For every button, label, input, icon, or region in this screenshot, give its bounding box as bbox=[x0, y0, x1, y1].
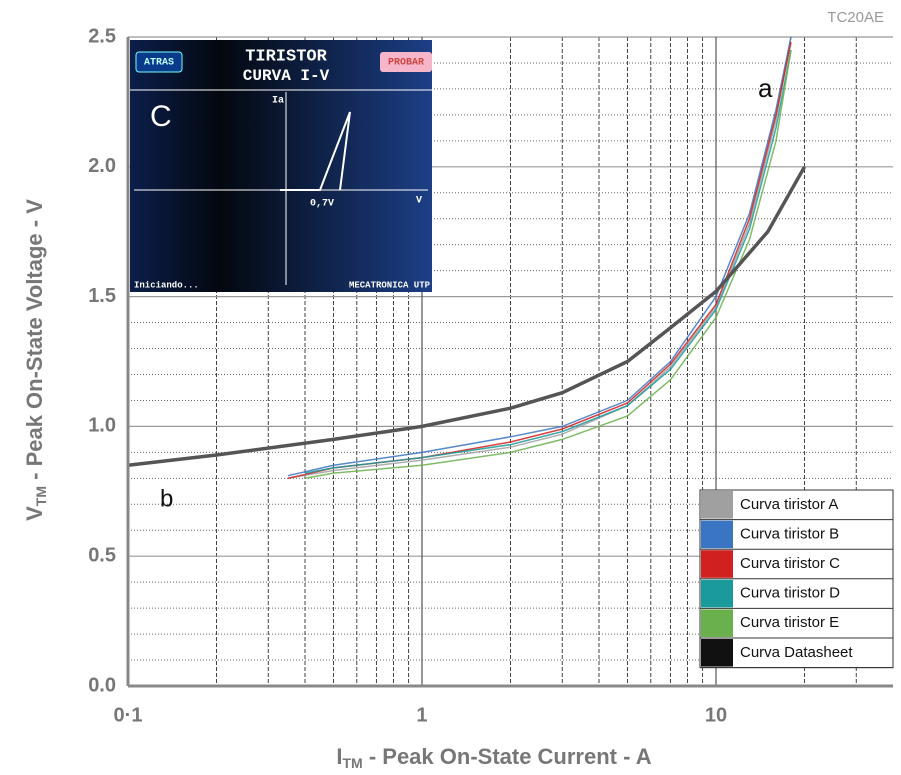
legend-label: Curva tiristor D bbox=[740, 585, 840, 602]
y-axis-label-part: - Peak On-State Voltage - V bbox=[22, 199, 47, 486]
y-axis-label: VTM - Peak On-State Voltage - V bbox=[22, 199, 49, 521]
inset-text: Ia bbox=[272, 96, 284, 107]
inset-button bbox=[135, 51, 183, 73]
annotation: b bbox=[160, 485, 173, 512]
x-axis-label-part: TM bbox=[343, 755, 363, 771]
inset-text: V bbox=[416, 196, 422, 207]
y-axis-label-part: V bbox=[22, 506, 47, 521]
legend-swatch bbox=[701, 609, 733, 637]
inset-text: CURVA I-V bbox=[243, 67, 330, 85]
legend-swatch bbox=[701, 550, 733, 578]
x-axis-label-part: - Peak On-State Current - A bbox=[363, 744, 652, 769]
series-line bbox=[304, 49, 792, 480]
inset-text: TIRISTOR bbox=[245, 47, 327, 66]
legend-label: Curva tiristor B bbox=[740, 525, 839, 542]
inset-text: 0,7V bbox=[310, 199, 334, 210]
series-line bbox=[127, 165, 807, 468]
inset-background bbox=[130, 40, 432, 292]
x-axis-label: ITM - Peak On-State Current - A bbox=[336, 744, 651, 771]
legend-label: Curva tiristor E bbox=[740, 614, 839, 631]
inset-curve bbox=[280, 111, 351, 191]
x-axis-label-part: I bbox=[336, 744, 342, 769]
annotation: TC20AE bbox=[827, 9, 884, 26]
legend-swatch bbox=[701, 491, 733, 519]
y-tick-label: 2.0 bbox=[88, 155, 116, 177]
inset-label: C bbox=[150, 100, 172, 133]
y-tick-label: 1.5 bbox=[88, 285, 116, 307]
annotation: a bbox=[758, 73, 773, 103]
y-tick-label: 2.5 bbox=[88, 25, 116, 47]
lines bbox=[127, 36, 807, 480]
inset-button bbox=[380, 52, 432, 72]
y-tick-label: 0.5 bbox=[88, 544, 116, 566]
x-tick-label: 1 bbox=[416, 704, 427, 726]
series-line bbox=[304, 49, 792, 474]
y-tick-label: 1.0 bbox=[88, 415, 116, 437]
inset-screen: ATRAS PROBAR TIRISTOR CURVA I-V C Ia 0,7… bbox=[130, 40, 432, 292]
legend-label: Curva Datasheet bbox=[740, 644, 853, 661]
x-tick-label: 0·1 bbox=[114, 704, 143, 726]
inset-text: MECATRONICA UTP bbox=[349, 280, 431, 290]
inset-text: PROBAR bbox=[388, 58, 424, 69]
legend-label: Curva tiristor A bbox=[740, 496, 838, 513]
inset-text: ATRAS bbox=[144, 58, 174, 69]
x-tick-label: 10 bbox=[705, 704, 727, 726]
legend: Curva tiristor A Curva tiristor B Curva ti… bbox=[699, 489, 894, 669]
y-axis-label-part: TM bbox=[33, 486, 49, 506]
legend-swatch bbox=[701, 579, 733, 608]
inset-text: Iniciando... bbox=[134, 280, 199, 290]
legend-swatch bbox=[701, 520, 733, 549]
series-line bbox=[287, 36, 792, 477]
legend-label: Curva tiristor C bbox=[740, 555, 840, 572]
y-tick-label: 0.0 bbox=[88, 674, 116, 696]
legend-swatch bbox=[701, 639, 733, 667]
